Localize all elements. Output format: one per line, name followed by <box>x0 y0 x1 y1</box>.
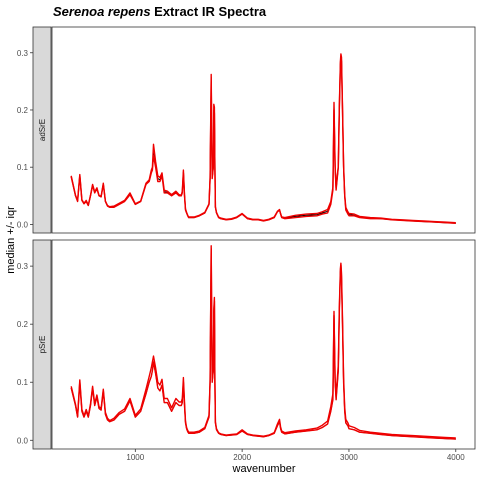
strip-label: pSrE <box>38 336 47 354</box>
y-tick-label: 0.3 <box>17 262 29 271</box>
chart-title-italic: Serenoa repens <box>53 4 151 19</box>
chart-title: Serenoa repens Extract IR Spectra <box>53 4 267 19</box>
facet-panel-pSrE: pSrE 0.0 0.1 0.2 0.3 <box>17 239 476 450</box>
y-axis-title: median +/- iqr <box>5 206 17 274</box>
facet-panel-adSrE: adSrE 0.0 0.1 0.2 0.3 <box>17 26 476 234</box>
panel-frame <box>51 239 476 450</box>
chart-title-rest: Extract IR Spectra <box>151 4 267 19</box>
y-tick-label: 0.2 <box>17 106 29 115</box>
strip-label: adSrE <box>38 119 47 141</box>
y-tick-label: 0.0 <box>17 220 29 229</box>
panel-frame <box>51 26 476 234</box>
iqr-high-line <box>70 53 456 224</box>
y-tick-label: 0.3 <box>17 49 29 58</box>
x-tick-label: 4000 <box>447 453 465 462</box>
y-tick-label: 0.0 <box>17 436 29 445</box>
y-tick-label: 0.1 <box>17 163 29 172</box>
y-tick-label: 0.1 <box>17 378 29 387</box>
strip-background <box>32 26 52 234</box>
x-tick-label: 2000 <box>233 453 251 462</box>
x-axis-title: wavenumber <box>232 463 296 475</box>
iqr-high-line <box>70 245 456 439</box>
x-tick-label: 3000 <box>340 453 358 462</box>
facet-panels: adSrE 0.0 0.1 0.2 0.3 pSrE 0.0 0.1 0.2 0.3 1000 200… <box>17 26 476 462</box>
y-tick-label: 0.2 <box>17 320 29 329</box>
strip-background <box>32 239 52 450</box>
x-tick-label: 1000 <box>126 453 144 462</box>
